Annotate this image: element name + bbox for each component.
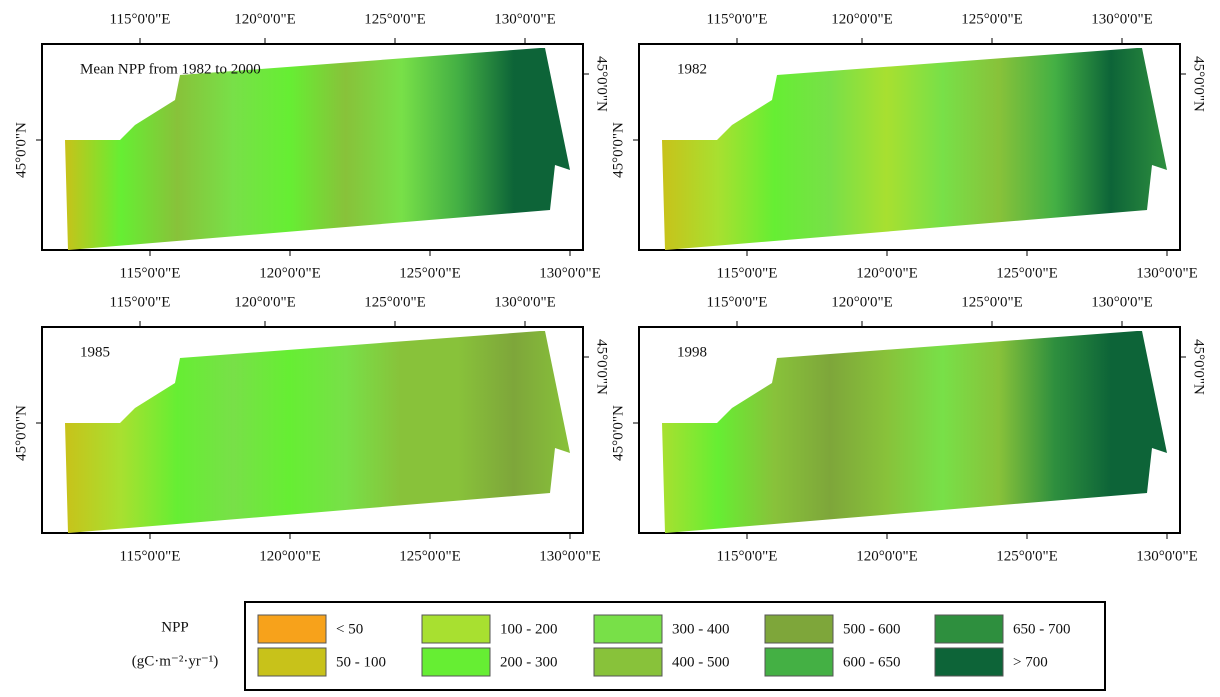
legend-label: 400 - 500 [672, 654, 730, 670]
legend-label: 650 - 700 [1013, 621, 1071, 637]
legend-swatch [934, 614, 1004, 644]
right-lat-label: 45°0'0"N [594, 56, 610, 112]
legend-swatch [764, 614, 834, 644]
bottom-lon-label: 130°0'0"E [539, 548, 601, 564]
bottom-lon-label: 125°0'0"E [399, 548, 461, 564]
legend-swatch [257, 614, 327, 644]
legend-label: < 50 [336, 621, 363, 637]
right-lat-label: 45°0'0"N [1191, 56, 1207, 112]
legend-label: 100 - 200 [500, 621, 558, 637]
top-lon-label: 120°0'0"E [234, 11, 296, 27]
legend-swatch [421, 614, 491, 644]
top-lon-label: 115°0'0"E [110, 11, 171, 27]
legend-swatch [593, 647, 663, 677]
top-lon-label: 115°0'0"E [707, 11, 768, 27]
bottom-lon-label: 120°0'0"E [259, 265, 321, 281]
bottom-lon-label: 120°0'0"E [259, 548, 321, 564]
map-region [65, 48, 570, 250]
bottom-lon-label: 130°0'0"E [539, 265, 601, 281]
legend-unit: (gC·m⁻²·yr⁻¹) [132, 653, 218, 669]
top-lon-label: 130°0'0"E [494, 294, 556, 310]
legend-swatch [593, 614, 663, 644]
panel-title: 1985 [80, 344, 110, 360]
legend-label: > 700 [1013, 654, 1048, 670]
legend-box [244, 601, 1106, 691]
bottom-lon-label: 115°0'0"E [120, 265, 181, 281]
bottom-lon-label: 120°0'0"E [856, 265, 918, 281]
bottom-lon-label: 130°0'0"E [1136, 548, 1198, 564]
top-lon-label: 125°0'0"E [961, 294, 1023, 310]
legend-label: 600 - 650 [843, 654, 901, 670]
panel-title: 1982 [677, 61, 707, 77]
bottom-lon-label: 130°0'0"E [1136, 265, 1198, 281]
legend-swatch [764, 647, 834, 677]
legend-swatch [421, 647, 491, 677]
map-region [65, 331, 570, 533]
legend-label: 50 - 100 [336, 654, 386, 670]
legend-label: 300 - 400 [672, 621, 730, 637]
bottom-lon-label: 115°0'0"E [120, 548, 181, 564]
left-lat-label: 45°0'0"N [610, 122, 626, 178]
bottom-lon-label: 125°0'0"E [996, 265, 1058, 281]
top-lon-label: 120°0'0"E [831, 11, 893, 27]
top-lon-label: 115°0'0"E [110, 294, 171, 310]
left-lat-label: 45°0'0"N [13, 405, 29, 461]
top-lon-label: 130°0'0"E [494, 11, 556, 27]
top-lon-label: 130°0'0"E [1091, 294, 1153, 310]
bottom-lon-label: 125°0'0"E [399, 265, 461, 281]
top-lon-label: 130°0'0"E [1091, 11, 1153, 27]
legend-title: NPP [161, 619, 189, 635]
legend-swatch [257, 647, 327, 677]
legend-label: 200 - 300 [500, 654, 558, 670]
right-lat-label: 45°0'0"N [594, 339, 610, 395]
panel-title: 1998 [677, 344, 707, 360]
right-lat-label: 45°0'0"N [1191, 339, 1207, 395]
map-region [662, 48, 1167, 250]
bottom-lon-label: 120°0'0"E [856, 548, 918, 564]
bottom-lon-label: 125°0'0"E [996, 548, 1058, 564]
left-lat-label: 45°0'0"N [610, 405, 626, 461]
panel-title: Mean NPP from 1982 to 2000 [80, 61, 261, 77]
legend-label: 500 - 600 [843, 621, 901, 637]
top-lon-label: 120°0'0"E [831, 294, 893, 310]
bottom-lon-label: 115°0'0"E [717, 265, 778, 281]
map-region [662, 331, 1167, 533]
top-lon-label: 115°0'0"E [707, 294, 768, 310]
top-lon-label: 125°0'0"E [961, 11, 1023, 27]
top-lon-label: 120°0'0"E [234, 294, 296, 310]
bottom-lon-label: 115°0'0"E [717, 548, 778, 564]
legend-swatch [934, 647, 1004, 677]
left-lat-label: 45°0'0"N [13, 122, 29, 178]
top-lon-label: 125°0'0"E [364, 294, 426, 310]
top-lon-label: 125°0'0"E [364, 11, 426, 27]
